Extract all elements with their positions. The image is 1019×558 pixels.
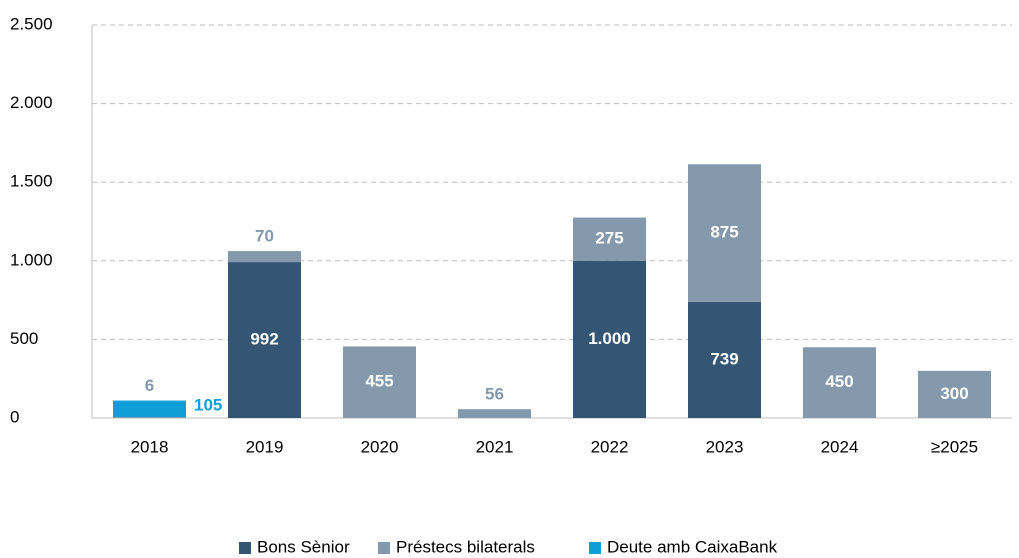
- y-tick-label: 1.500: [10, 172, 53, 191]
- x-tick-label: 2022: [591, 437, 629, 456]
- bar-segment: [918, 370, 991, 418]
- value-label: 275: [595, 229, 623, 248]
- bar-segment: [573, 260, 646, 418]
- bar-segment: [343, 346, 416, 418]
- x-tick-label: ≥2025: [931, 437, 978, 456]
- legend-label: Bons Sènior: [257, 537, 350, 556]
- bar-segment: [228, 262, 301, 418]
- bar-segment: [113, 417, 186, 418]
- legend-swatch: [378, 542, 390, 554]
- y-tick-label: 1.000: [10, 250, 53, 269]
- bar-segment: [228, 251, 301, 263]
- x-tick-label: 2018: [131, 437, 169, 456]
- legend-swatch: [589, 542, 601, 554]
- value-label: 739: [710, 349, 738, 368]
- bar-segment: [688, 164, 761, 302]
- legend-label: Deute amb CaixaBank: [607, 537, 778, 556]
- value-label: 300: [940, 384, 968, 403]
- legend-label: Préstecs bilaterals: [396, 537, 535, 556]
- y-tick-label: 2.500: [10, 14, 53, 33]
- bar-segment: [458, 409, 531, 418]
- value-label: 992: [250, 330, 278, 349]
- value-label: 455: [365, 372, 393, 391]
- x-tick-label: 2021: [476, 437, 514, 456]
- y-tick-label: 2.000: [10, 93, 53, 112]
- y-tick-label: 0: [10, 407, 19, 426]
- y-tick-label: 500: [10, 329, 38, 348]
- value-label: 56: [485, 385, 504, 404]
- x-tick-label: 2024: [821, 437, 859, 456]
- bar-segment: [803, 347, 876, 418]
- bar-segment: [573, 217, 646, 261]
- value-label: 1.000: [588, 329, 631, 348]
- x-tick-label: 2023: [706, 437, 744, 456]
- value-label: 70: [255, 227, 274, 246]
- value-label: 450: [825, 372, 853, 391]
- bar-segment: [113, 400, 186, 418]
- value-label: 6: [145, 376, 154, 395]
- legend-swatch: [239, 542, 251, 554]
- value-label: 105: [194, 395, 222, 414]
- x-tick-label: 2019: [246, 437, 284, 456]
- bar-segment: [688, 301, 761, 418]
- x-tick-label: 2020: [361, 437, 399, 456]
- value-label: 875: [710, 223, 738, 242]
